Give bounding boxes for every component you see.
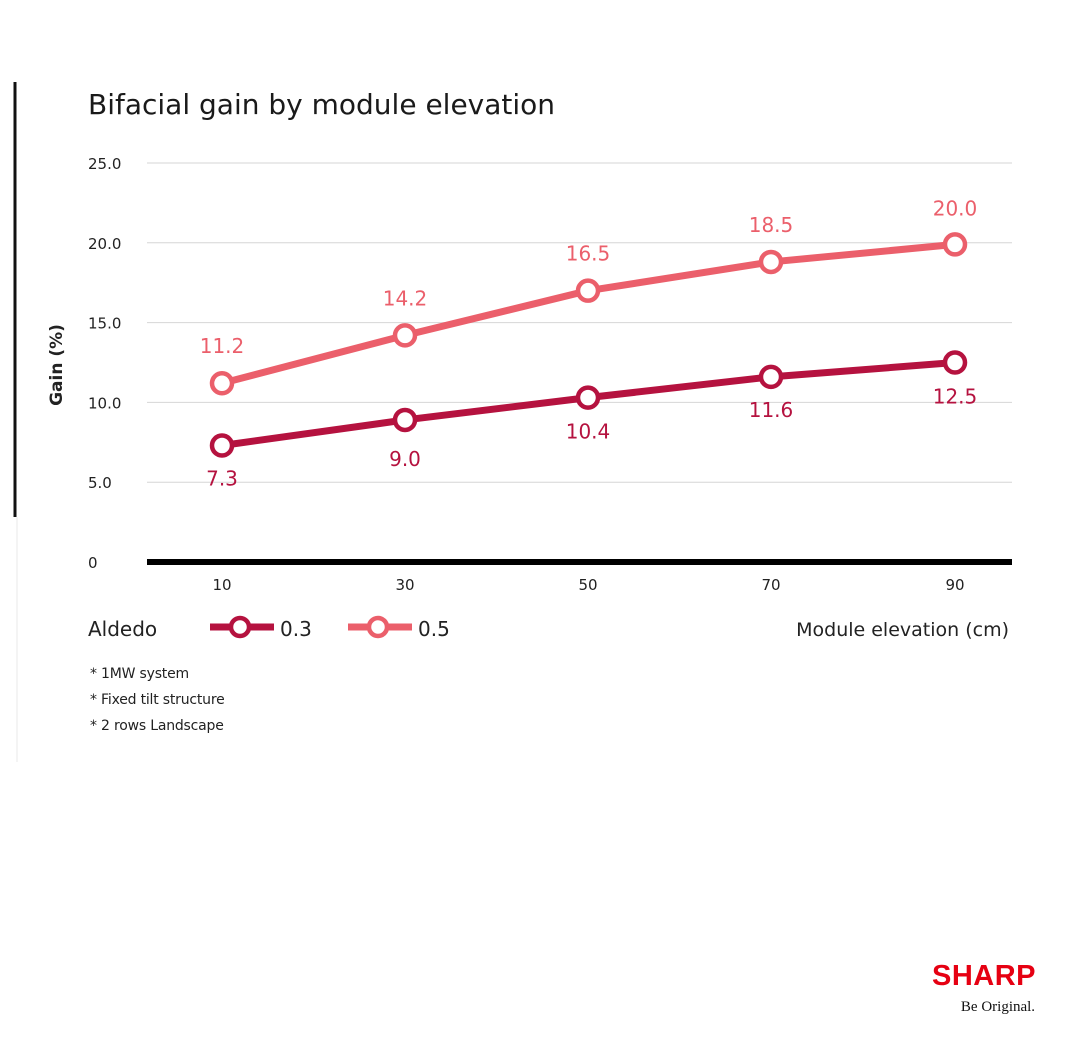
data-label: 9.0 [389,447,421,471]
data-label: 14.2 [383,286,428,310]
footnote-3: * 2 rows Landscape [90,718,224,734]
data-label: 11.2 [200,334,245,358]
data-point [758,364,784,390]
x-tick-label: 10 [212,576,231,594]
y-tick-label: 20.0 [88,235,121,253]
data-point [392,407,418,433]
brand-block: SHARP Be Original. [932,962,1036,1016]
y-tick-label: 25.0 [88,155,121,173]
chart-title: Bifacial gain by module elevation [88,88,555,121]
y-tick-label: 15.0 [88,315,121,333]
y-tick-label: 0 [88,554,98,572]
legend-swatch-marker [228,615,252,639]
footnote-2: * Fixed tilt structure [90,692,225,708]
data-point [209,433,235,458]
data-label: 18.5 [749,213,794,237]
x-tick-label: 50 [578,576,597,594]
y-tick-label: 10.0 [88,394,121,412]
x-tick-label: 70 [761,576,780,594]
data-label: 20.0 [933,196,978,220]
data-label: 11.6 [749,398,794,422]
data-label: 10.4 [566,420,611,444]
legend-label: 0.3 [280,617,312,641]
legend-label: 0.5 [418,617,450,641]
data-point [758,249,784,275]
data-label: 12.5 [933,385,978,409]
data-point [942,232,968,257]
data-point [575,278,601,303]
data-point [942,350,968,375]
y-axis-label: Gain (%) [47,324,67,406]
data-point [392,323,418,348]
legend-title: Aldedo [88,617,157,641]
footnote-1: * 1MW system [90,666,189,682]
legend-swatch-marker [366,615,390,639]
x-axis-label: Module elevation (cm) [796,619,1009,641]
data-label: 7.3 [206,466,238,490]
x-tick-label: 30 [395,576,414,594]
brand-tagline: Be Original. [960,999,1036,1015]
data-label: 16.5 [566,242,611,266]
y-tick-label: 5.0 [88,474,112,492]
x-tick-label: 90 [945,576,964,594]
sharp-logo: SHARP [931,960,1036,992]
data-point [575,385,601,410]
data-point [209,370,235,396]
chart: Bifacial gain by module elevation 0 5.0 10… [13,82,1012,762]
